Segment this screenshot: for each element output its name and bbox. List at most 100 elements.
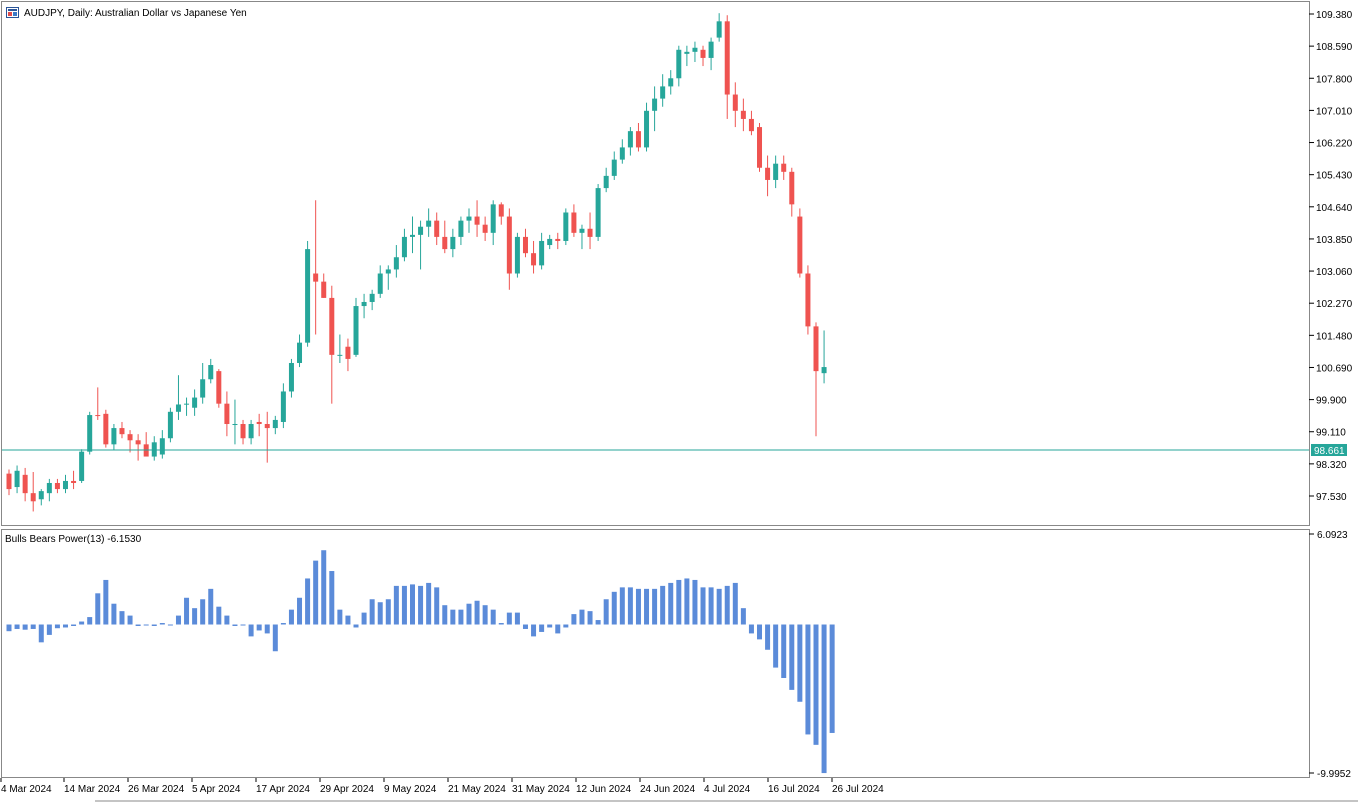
candle bbox=[797, 208, 803, 278]
price-axis-label: 104.640 bbox=[1316, 203, 1353, 214]
candle bbox=[119, 421, 125, 439]
indicator-bar bbox=[757, 624, 763, 640]
candle-body bbox=[248, 424, 254, 439]
candle bbox=[748, 110, 754, 136]
indicator-bar bbox=[377, 602, 383, 625]
candle bbox=[805, 265, 811, 335]
indicator-bar bbox=[135, 624, 141, 626]
candle bbox=[522, 228, 528, 258]
indicator-bar bbox=[522, 624, 528, 629]
candle-body bbox=[660, 86, 666, 99]
candle bbox=[264, 411, 270, 463]
candle bbox=[224, 391, 230, 437]
candle bbox=[111, 424, 117, 451]
price-panel[interactable] bbox=[1, 1, 1310, 526]
candle-body bbox=[264, 424, 270, 429]
indicator-bar bbox=[797, 624, 803, 702]
price-axis-label: 108.590 bbox=[1316, 42, 1353, 53]
indicator-bar bbox=[353, 624, 359, 628]
indicator-bar bbox=[660, 585, 666, 625]
candle bbox=[514, 232, 520, 278]
indicator-bar bbox=[385, 599, 391, 625]
price-axis-label: 100.690 bbox=[1316, 363, 1353, 374]
indicator-bar bbox=[531, 624, 537, 637]
candle-body bbox=[288, 362, 294, 392]
candle bbox=[571, 204, 577, 237]
candle-body bbox=[62, 480, 68, 490]
candle bbox=[216, 369, 222, 408]
candle-body bbox=[167, 411, 173, 439]
candle bbox=[87, 411, 93, 455]
candle bbox=[563, 208, 569, 246]
candle bbox=[660, 74, 666, 107]
indicator-bar bbox=[571, 614, 577, 625]
candle-body bbox=[216, 371, 222, 404]
candle-body bbox=[401, 236, 407, 258]
indicator-bar bbox=[232, 624, 238, 626]
candle bbox=[482, 216, 488, 241]
candle bbox=[506, 208, 512, 290]
indicator-bar bbox=[143, 624, 149, 626]
indicator-bar bbox=[442, 605, 448, 625]
candle bbox=[361, 293, 367, 319]
indicator-bar bbox=[329, 571, 335, 625]
indicator-bar bbox=[95, 593, 101, 625]
price-axis-label: 103.060 bbox=[1316, 267, 1353, 278]
candle-body bbox=[119, 428, 125, 435]
indicator-bar bbox=[587, 611, 593, 625]
candle bbox=[192, 389, 198, 416]
indicator-bar bbox=[611, 591, 617, 625]
candle-body bbox=[708, 41, 714, 58]
candle-body bbox=[71, 480, 77, 483]
candle-body bbox=[547, 238, 553, 246]
indicator-bar bbox=[595, 620, 601, 625]
candle bbox=[151, 436, 157, 461]
candle-body bbox=[627, 131, 633, 148]
candle-body bbox=[410, 234, 415, 237]
indicator-bar bbox=[46, 624, 52, 635]
candle bbox=[393, 245, 399, 278]
indicator-bar bbox=[305, 578, 311, 625]
indicator-bar bbox=[361, 612, 367, 625]
candle bbox=[200, 362, 206, 404]
candle-body bbox=[522, 236, 528, 254]
candle bbox=[603, 167, 609, 193]
indicator-bar bbox=[38, 624, 44, 643]
indicator-bar bbox=[313, 560, 319, 625]
candle-body bbox=[54, 482, 60, 490]
indicator-bar bbox=[6, 624, 12, 632]
candlestick-series bbox=[6, 13, 827, 512]
candle-body bbox=[46, 482, 52, 494]
time-axis[interactable]: 4 Mar 2024 14 Mar 2024 26 Mar 2024 5 Apr 20… bbox=[0, 778, 884, 795]
current-price-line: 98.661 bbox=[2, 443, 1347, 457]
candle bbox=[765, 155, 771, 197]
indicator-bar bbox=[426, 582, 432, 625]
candle-body bbox=[38, 491, 44, 500]
candle bbox=[280, 383, 286, 429]
candle bbox=[498, 202, 504, 225]
candle bbox=[579, 224, 585, 250]
candle-body bbox=[240, 424, 246, 439]
price-axis-label: 105.430 bbox=[1316, 171, 1353, 182]
candle-body bbox=[151, 442, 157, 457]
candle bbox=[321, 273, 327, 298]
candle bbox=[272, 415, 278, 435]
candle bbox=[159, 430, 165, 459]
candle bbox=[732, 82, 738, 128]
candle bbox=[644, 102, 650, 152]
candle-body bbox=[6, 473, 12, 490]
candle-body bbox=[611, 159, 617, 176]
candle bbox=[757, 123, 763, 172]
candle bbox=[135, 434, 141, 461]
candle bbox=[458, 216, 464, 246]
indicator-bar bbox=[765, 624, 771, 650]
indicator-bar bbox=[87, 617, 93, 625]
candle-body bbox=[256, 421, 262, 425]
indicator-bar bbox=[22, 624, 28, 630]
candle-body bbox=[563, 212, 569, 241]
indicator-panel[interactable] bbox=[1, 529, 1310, 778]
indicator-bar bbox=[506, 612, 512, 625]
indicator-axis[interactable]: 6.0923 -9.9952 bbox=[1309, 530, 1351, 780]
price-axis[interactable]: 109.380 108.590 107.800 107.010 106.220 105.4… bbox=[1309, 10, 1353, 503]
